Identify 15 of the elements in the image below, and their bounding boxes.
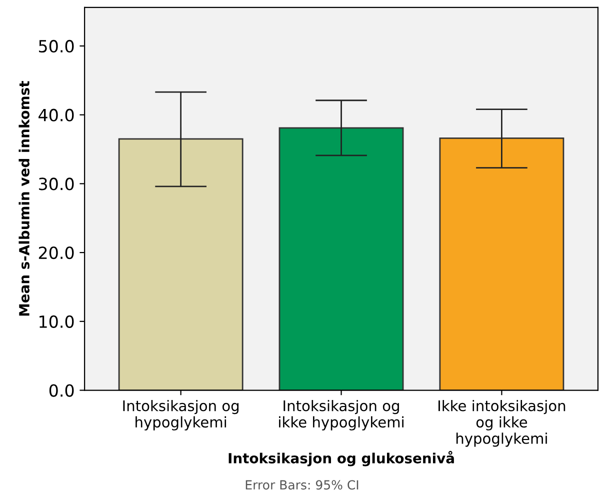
bar [278, 127, 404, 390]
y-tick-label: 0.0 [49, 384, 74, 397]
y-tick-label: 20.0 [38, 246, 74, 260]
bar [439, 138, 564, 390]
bar [118, 138, 244, 390]
x-tick-label: Intoksikasjon og ikke hypoglykemi [279, 400, 404, 430]
y-tick-label: 10.0 [40, 315, 74, 328]
y-axis-title: Mean s-Albumin ved innkomst [18, 81, 30, 316]
text: Error Bars: 95% CI [246, 480, 358, 490]
y-tick-label: 40.0 [38, 108, 74, 122]
y-tick-label: 30.0 [39, 178, 74, 190]
x-tick-label: Ikke intoksikasjon og ikke hypoglykemi [438, 400, 566, 447]
x-axis-title: Intoksikasjon og glukosenivå [228, 450, 454, 466]
y-tick-label: 50.0 [39, 40, 74, 53]
x-tick-label: Intoksikasjon og hypoglykemi [123, 400, 239, 430]
